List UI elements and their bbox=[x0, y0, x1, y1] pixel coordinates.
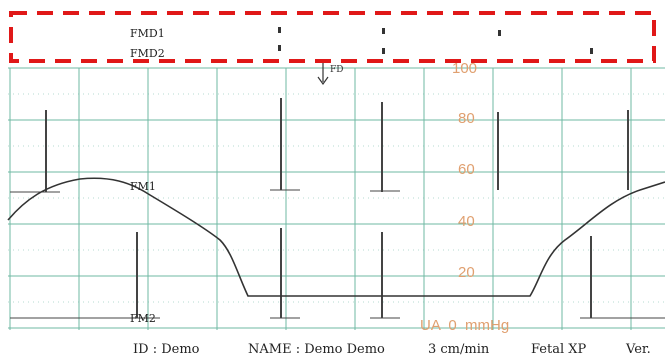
fmd2-event-mark bbox=[590, 48, 593, 54]
chart-grid bbox=[8, 67, 665, 330]
scale-tick-label: 40 bbox=[458, 213, 475, 230]
fmd2-event-mark bbox=[382, 48, 385, 54]
fmd1-event-mark bbox=[382, 28, 385, 34]
fmd2-event-mark bbox=[278, 45, 281, 51]
ua-unit-label: UA 0 mmHg bbox=[420, 317, 509, 334]
baseline-ticks bbox=[10, 189, 665, 319]
version-label: Ver. bbox=[626, 342, 651, 357]
paper-speed: 3 cm/min bbox=[428, 342, 490, 357]
scale-tick-label: 80 bbox=[458, 110, 475, 127]
strip-footer: ID : Demo NAME : Demo Demo 3 cm/min Feta… bbox=[0, 338, 665, 364]
fmd2-label: FMD2 bbox=[130, 47, 165, 60]
fd-marker-label: FD bbox=[330, 65, 343, 75]
monitor-mode: Fetal XP bbox=[531, 342, 587, 357]
highlight-box bbox=[9, 11, 656, 63]
ua-scale: 100 80 60 40 20 UA 0 mmHg bbox=[420, 60, 509, 334]
fmd1-label: FMD1 bbox=[130, 27, 165, 40]
scale-tick-label: 100 bbox=[452, 60, 477, 77]
fm1-spikes bbox=[45, 98, 629, 192]
patient-id: ID : Demo bbox=[133, 342, 200, 357]
scale-tick-label: 60 bbox=[458, 161, 475, 178]
fmd-header-band: FMD1 FMD2 bbox=[130, 27, 593, 60]
scale-tick-label: 20 bbox=[458, 264, 475, 281]
fmd1-event-mark bbox=[498, 30, 501, 36]
fm2-label: FM2 bbox=[130, 312, 156, 325]
fmd1-event-mark bbox=[278, 27, 281, 33]
ua-contraction-trace bbox=[7, 177, 665, 297]
patient-name: NAME : Demo Demo bbox=[248, 342, 385, 357]
fd-marker: FD bbox=[317, 63, 343, 86]
fm2-spikes bbox=[136, 228, 592, 318]
fm1-label: FM1 bbox=[130, 180, 156, 193]
